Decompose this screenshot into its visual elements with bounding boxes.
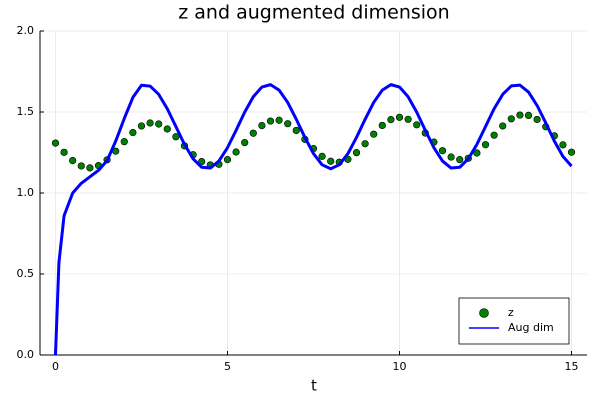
y-tick-label: 1.5 xyxy=(17,105,35,118)
point xyxy=(275,116,283,124)
legend-marker xyxy=(479,308,489,318)
y-tick-label: 0.0 xyxy=(17,348,35,361)
point xyxy=(137,122,146,130)
point xyxy=(129,128,137,137)
point xyxy=(413,121,421,129)
y-tick-label: 1.0 xyxy=(17,186,35,199)
point xyxy=(146,119,154,127)
point xyxy=(60,148,68,156)
point xyxy=(258,122,266,130)
x-tick-label: 15 xyxy=(565,360,579,373)
x-tick-label: 0 xyxy=(52,360,59,373)
point xyxy=(361,140,369,148)
point xyxy=(456,156,464,164)
point xyxy=(524,111,533,120)
point xyxy=(284,120,292,128)
x-axis-label: t xyxy=(311,377,317,395)
point xyxy=(51,139,60,147)
point xyxy=(516,111,524,119)
line xyxy=(53,83,573,355)
point xyxy=(198,157,206,166)
chart-title: z and augmented dimension xyxy=(178,2,449,24)
point xyxy=(241,139,249,147)
point xyxy=(404,115,412,123)
point xyxy=(490,131,498,139)
x-tick-label: 10 xyxy=(393,360,407,373)
point xyxy=(249,129,257,137)
point xyxy=(447,153,455,161)
point xyxy=(378,121,386,130)
point xyxy=(77,162,85,170)
plot-area xyxy=(51,83,576,355)
point xyxy=(223,156,232,164)
point xyxy=(387,116,395,124)
point xyxy=(69,157,77,165)
point xyxy=(318,152,326,160)
point xyxy=(559,141,567,149)
point xyxy=(507,115,515,123)
point xyxy=(155,120,163,128)
point xyxy=(395,113,404,121)
x-tick-label: 5 xyxy=(224,360,231,373)
point xyxy=(232,148,240,156)
point xyxy=(533,115,541,124)
point xyxy=(327,157,335,165)
point xyxy=(438,147,447,155)
y-tick-label: 0.5 xyxy=(17,267,35,280)
point xyxy=(120,138,128,146)
point xyxy=(292,126,300,135)
point xyxy=(163,125,171,133)
point xyxy=(567,148,576,156)
point xyxy=(86,164,94,172)
point xyxy=(499,122,507,130)
point xyxy=(473,149,481,157)
point xyxy=(481,141,490,149)
y-tick-label: 2.0 xyxy=(17,24,35,37)
point xyxy=(266,117,275,125)
legend-box xyxy=(458,297,570,345)
legend-label: z xyxy=(508,306,514,319)
legend-label: Aug dim xyxy=(508,321,554,334)
point xyxy=(370,130,378,138)
point xyxy=(352,149,361,157)
